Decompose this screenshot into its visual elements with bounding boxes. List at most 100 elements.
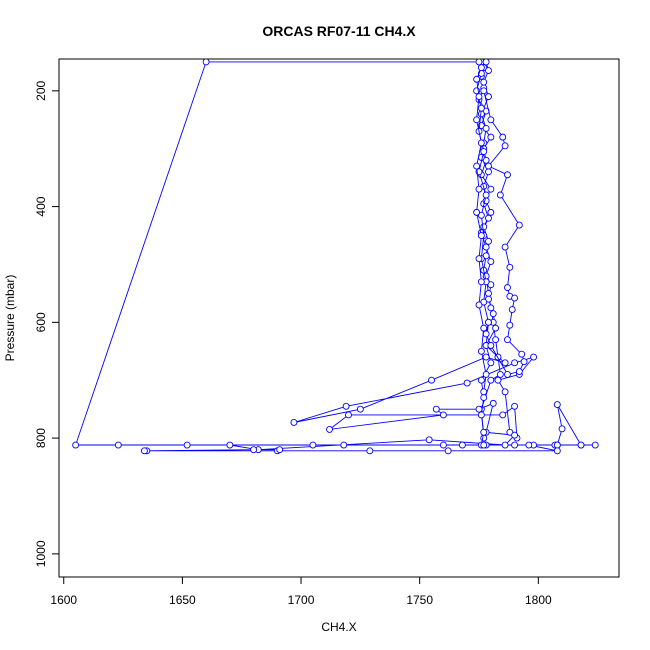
chart-title: ORCAS RF07-11 CH4.X <box>262 23 416 39</box>
data-point <box>290 419 298 426</box>
data-point <box>504 370 511 378</box>
data-point <box>475 93 483 101</box>
data-point <box>477 376 485 384</box>
data-point <box>501 388 509 396</box>
data-point <box>515 368 523 375</box>
data-point <box>487 185 495 193</box>
x-tick-label: 1750 <box>406 593 433 607</box>
data-point <box>518 350 526 358</box>
data-point <box>114 441 122 449</box>
data-point <box>504 336 511 344</box>
data-point <box>553 401 561 408</box>
data-point <box>489 399 497 407</box>
data-point <box>366 447 374 455</box>
data-point <box>511 441 519 449</box>
data-point <box>480 394 488 402</box>
data-point <box>458 441 466 449</box>
x-tick-label: 1650 <box>169 593 196 607</box>
data-point <box>485 318 492 326</box>
data-point <box>499 133 507 141</box>
data-point <box>480 87 488 95</box>
data-point <box>473 208 481 216</box>
data-point <box>480 324 488 332</box>
series-layer <box>72 59 599 455</box>
data-point <box>496 370 504 378</box>
data-point <box>492 336 500 344</box>
data-point <box>504 284 511 292</box>
data-point <box>520 358 528 366</box>
data-point <box>475 405 483 413</box>
data-point <box>501 142 509 150</box>
series <box>473 59 495 449</box>
series <box>72 59 599 455</box>
x-axis: 1600 1650 1700 1750 1800 <box>50 577 552 607</box>
data-point <box>485 162 492 170</box>
data-point <box>250 446 258 454</box>
y-tick-label: 200 <box>34 81 48 101</box>
data-point <box>482 125 490 132</box>
data-point <box>473 75 481 83</box>
data-point <box>485 289 492 297</box>
data-point <box>444 447 452 455</box>
data-point <box>72 441 80 449</box>
data-point <box>487 304 495 312</box>
x-tick-label: 1700 <box>288 593 315 607</box>
data-point <box>511 294 519 302</box>
data-point <box>487 342 495 349</box>
data-point <box>511 359 519 367</box>
data-point <box>356 405 364 413</box>
x-tick-label: 1600 <box>50 593 77 607</box>
data-point <box>482 353 490 361</box>
data-point <box>480 223 488 231</box>
y-axis: 200 400 600 800 1000 <box>34 81 59 567</box>
data-point <box>482 370 490 378</box>
data-point <box>475 59 483 66</box>
y-tick-label: 800 <box>34 428 48 448</box>
y-axis-label: Pressure (mbar) <box>3 275 17 362</box>
data-point <box>475 301 483 309</box>
series-line <box>74 61 596 452</box>
data-point <box>480 78 488 86</box>
data-point <box>553 441 561 449</box>
data-point <box>480 441 488 449</box>
data-point <box>226 441 234 449</box>
series-line <box>476 61 492 446</box>
data-point <box>487 359 495 367</box>
data-point <box>487 208 495 216</box>
data-point <box>309 441 317 449</box>
x-tick-label: 1800 <box>525 593 552 607</box>
data-point <box>477 278 485 286</box>
data-point <box>485 168 492 176</box>
data-point <box>428 376 435 384</box>
data-point <box>511 431 519 439</box>
data-point <box>183 441 191 449</box>
data-point <box>477 411 485 419</box>
data-point <box>501 359 509 367</box>
data-point <box>492 324 500 332</box>
data-point <box>485 67 492 75</box>
series <box>473 64 490 396</box>
data-point <box>140 447 148 455</box>
data-point <box>439 441 447 449</box>
data-point <box>482 272 490 280</box>
data-point <box>591 441 599 449</box>
data-point <box>511 402 519 410</box>
y-tick-label: 1000 <box>34 540 48 567</box>
data-point <box>485 93 492 101</box>
data-point <box>487 376 495 384</box>
data-point <box>553 447 561 455</box>
data-point <box>480 428 488 436</box>
data-point <box>473 116 481 124</box>
data-point <box>506 321 514 329</box>
data-point <box>487 258 495 266</box>
data-point <box>485 237 492 245</box>
data-point <box>202 59 210 66</box>
data-point <box>342 402 350 410</box>
data-point <box>525 441 533 449</box>
data-point <box>506 263 514 271</box>
data-point <box>485 214 492 222</box>
data-point <box>477 104 485 112</box>
data-point <box>477 139 485 147</box>
series-line <box>483 90 525 375</box>
data-point <box>487 116 495 124</box>
